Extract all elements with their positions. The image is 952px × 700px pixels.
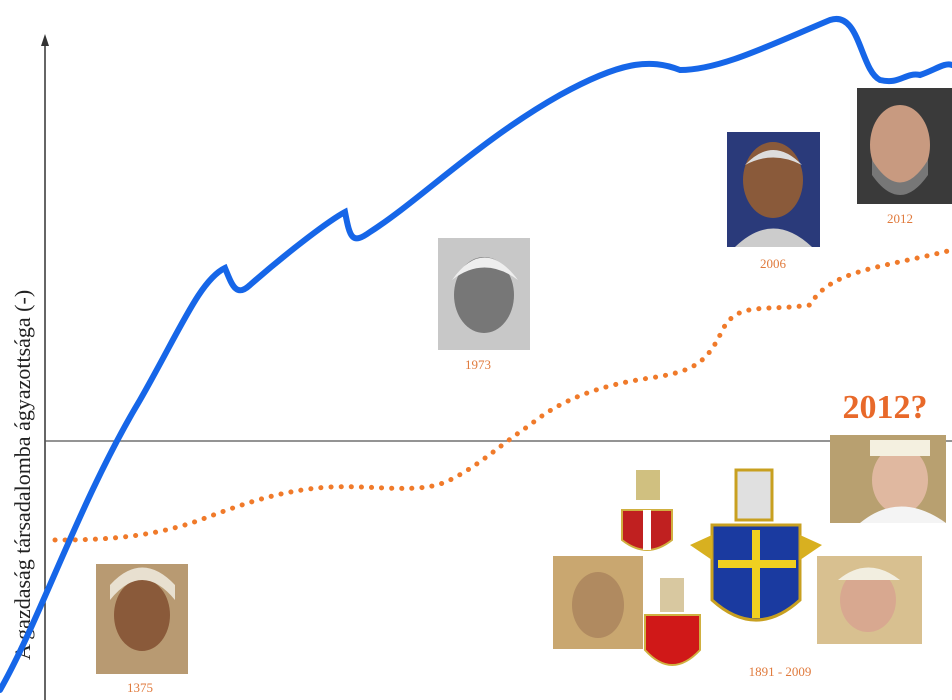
caption: 1375 <box>127 680 153 695</box>
portrait <box>817 556 922 644</box>
blue-curve <box>0 15 952 693</box>
portrait <box>438 238 530 350</box>
highlight: 2012? <box>843 389 928 426</box>
portrait <box>857 88 952 204</box>
portrait <box>830 435 946 523</box>
portrait <box>96 564 188 674</box>
caption: 2012 <box>887 211 913 226</box>
coat-of-arms <box>621 470 673 551</box>
caption: 1891 - 2009 <box>749 664 812 679</box>
caption: 1973 <box>465 357 491 372</box>
portrait <box>553 556 643 649</box>
coat-of-arms <box>690 468 822 622</box>
axis-arrow <box>41 34 49 46</box>
coat-of-arms <box>644 578 701 666</box>
axis-label: A gazdaság társadalomba ágyazottsága (-) <box>10 290 35 660</box>
portrait <box>727 132 820 247</box>
caption: 2006 <box>760 256 787 271</box>
orange-curve <box>52 247 952 543</box>
